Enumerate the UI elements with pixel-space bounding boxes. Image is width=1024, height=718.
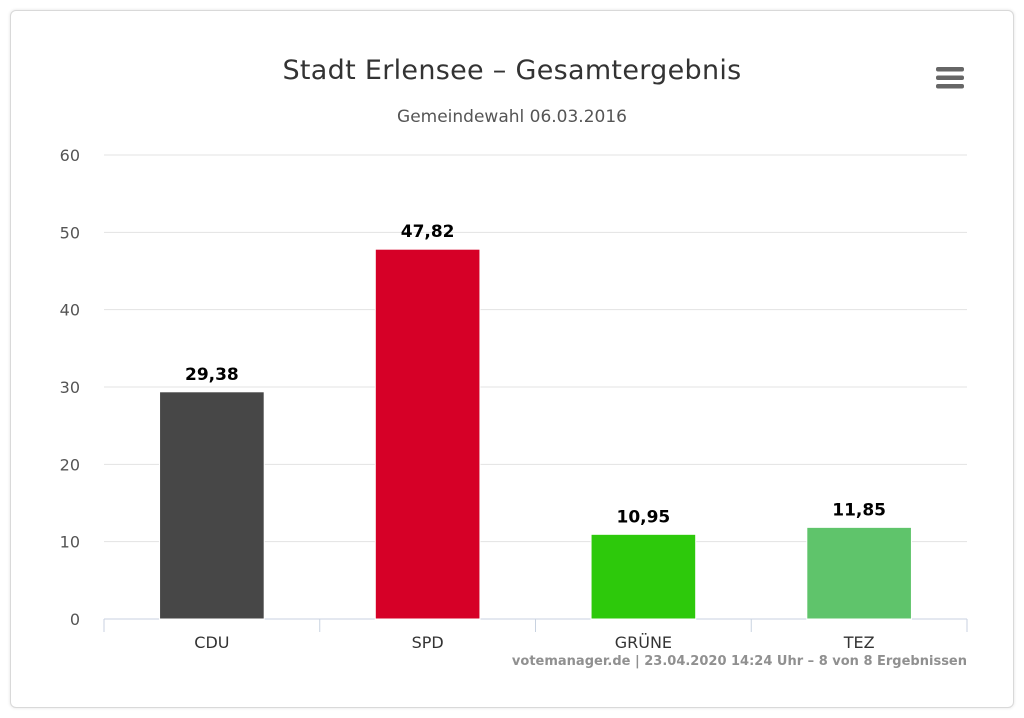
- chart-menu-button[interactable]: [930, 62, 970, 94]
- x-tick-label: CDU: [194, 633, 229, 652]
- data-label: 47,82: [401, 222, 455, 242]
- bar-tez: [806, 526, 912, 620]
- hamburger-menu-icon: [936, 67, 964, 89]
- y-tick-label: 10: [60, 533, 80, 552]
- chart-title: Stadt Erlensee – Gesamtergebnis: [282, 55, 742, 86]
- chart-subtitle: Gemeindewahl 06.03.2016: [397, 107, 627, 127]
- y-tick-label: 30: [60, 378, 80, 397]
- bar-spd: [374, 248, 481, 620]
- bar-grüne: [590, 533, 697, 620]
- y-tick-label: 60: [60, 146, 80, 165]
- data-label: 10,95: [616, 507, 670, 527]
- data-label: 29,38: [185, 365, 239, 385]
- y-tick-label: 50: [60, 223, 80, 242]
- chart-credit-link[interactable]: votemanager.de | 23.04.2020 14:24 Uhr – …: [511, 654, 967, 669]
- y-tick-label: 0: [70, 610, 80, 629]
- data-label: 11,85: [832, 500, 886, 520]
- x-tick-label: SPD: [412, 633, 444, 652]
- bar-cdu: [159, 391, 265, 620]
- y-tick-label: 40: [60, 301, 80, 320]
- y-tick-label: 20: [60, 455, 80, 474]
- x-tick-label: TEZ: [843, 633, 875, 652]
- x-tick-label: GRÜNE: [615, 633, 672, 652]
